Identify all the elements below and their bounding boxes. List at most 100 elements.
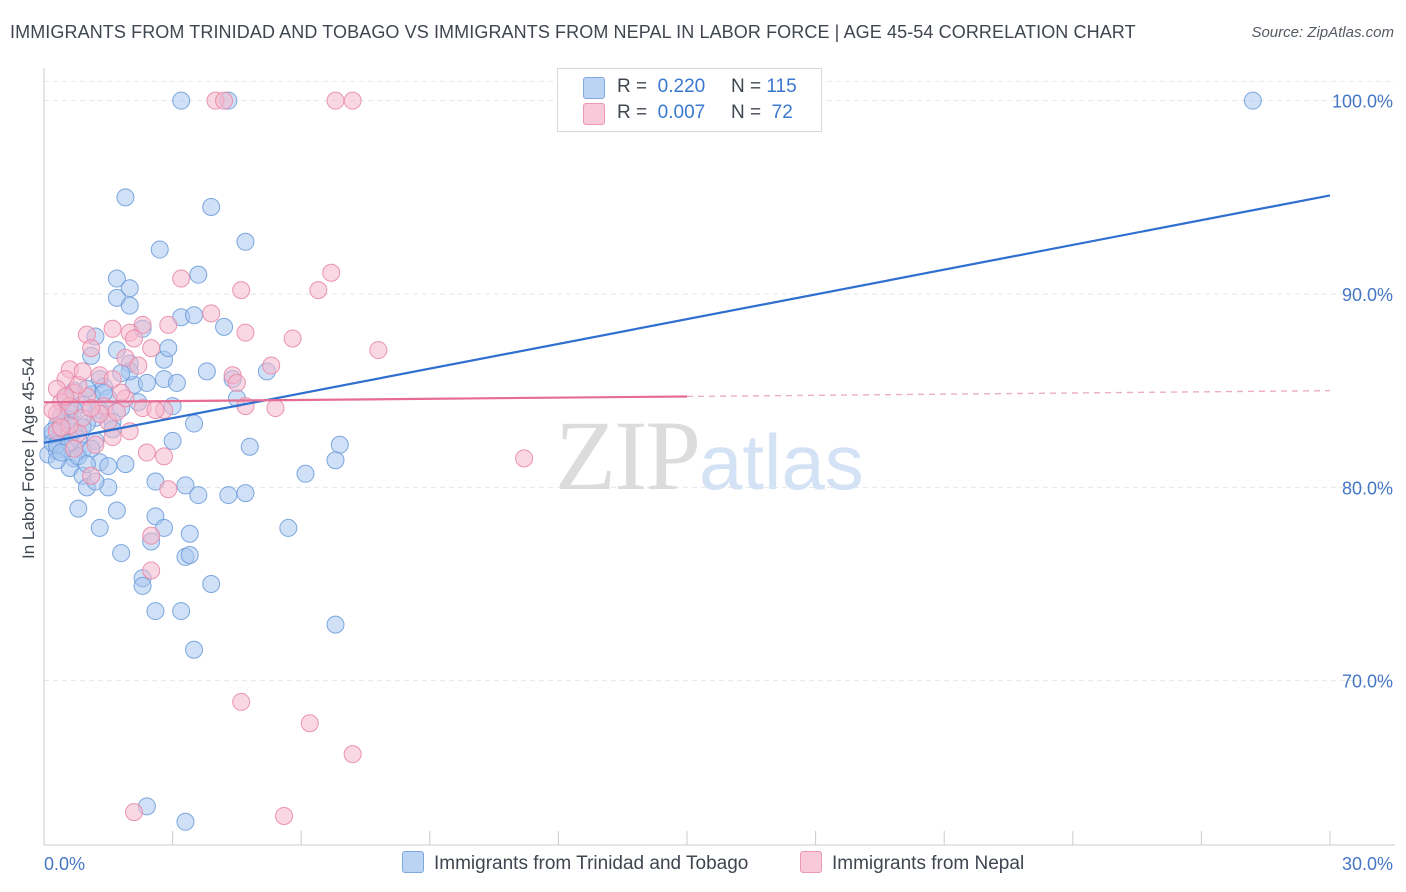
point-trinidad [90,518,109,537]
point-nepal [82,466,101,485]
watermark: ZIPatlas [555,398,864,513]
point-trinidad [197,362,216,381]
point-trinidad [120,296,139,315]
point-trinidad [69,499,88,518]
point-trinidad [279,518,298,537]
point-trinidad [240,437,259,456]
point-nepal [159,480,178,499]
point-nepal [125,803,144,822]
point-nepal [232,692,251,711]
point-nepal [142,339,161,358]
series-nepal-points [43,91,534,825]
point-nepal [73,362,92,381]
point-trinidad [236,232,255,251]
point-trinidad [236,484,255,503]
point-trinidad [180,524,199,543]
y-axis-label: In Labor Force | Age 45-54 [19,357,38,559]
point-trinidad [215,317,234,336]
bottom-legend-swatch-pink [800,851,822,873]
y-tick-label: 90.0% [1342,285,1393,305]
point-trinidad [107,269,126,288]
point-nepal [262,356,281,375]
y-tick-label: 100.0% [1332,92,1393,112]
point-nepal [103,370,122,389]
point-nepal [283,329,302,348]
x-tick-label-start: 0.0% [44,854,85,874]
grid-lines [44,80,1395,682]
point-nepal [142,526,161,545]
legend-swatch-blue [583,77,605,99]
trend-line-nepal [43,395,688,404]
point-nepal [129,356,148,375]
point-nepal [266,399,285,418]
point-nepal [142,561,161,580]
point-nepal [172,269,191,288]
x-tick-label-end: 30.0% [1342,854,1393,874]
point-trinidad [185,640,204,659]
point-nepal [300,714,319,733]
axis-labels: 100.0% 90.0% 80.0% 70.0% 0.0% 30.0% In Labor F… [19,92,1393,874]
point-trinidad [172,602,191,621]
point-nepal [309,281,328,300]
legend-r-nepal: R = 0.007 [617,102,706,123]
point-nepal [343,745,362,764]
point-nepal [369,341,388,360]
point-trinidad [112,544,131,563]
point-trinidad [107,501,126,520]
point-nepal [202,304,221,323]
point-trinidad [296,464,315,483]
point-nepal [232,281,251,300]
point-nepal [82,339,101,358]
point-trinidad [150,240,169,259]
point-nepal [82,399,101,418]
point-nepal [112,383,131,402]
point-trinidad [326,451,345,470]
point-nepal [146,401,165,419]
point-trinidad [189,486,208,505]
point-trinidad [176,812,195,831]
watermark-atlas: atlas [699,418,864,506]
point-trinidad [189,265,208,284]
bottom-legend-swatch-blue [402,851,424,873]
point-nepal [137,443,156,462]
point-nepal [326,91,345,110]
point-trinidad [167,373,186,392]
chart-source: Source: ZipAtlas.com [1251,24,1394,41]
point-trinidad [202,198,221,216]
point-trinidad [1243,91,1262,110]
legend-n-trinidad: N = 115 [731,76,797,97]
legend-swatch-pink [583,103,605,125]
point-trinidad [180,546,199,564]
trend-line-trinidad [43,194,1331,444]
y-tick-label: 80.0% [1342,478,1393,498]
legend-r-trinidad: R = 0.220 [617,76,706,97]
point-trinidad [326,615,345,634]
point-nepal [125,329,144,348]
point-trinidad [137,373,156,392]
point-nepal [65,439,84,458]
point-trinidad [185,414,204,433]
point-trinidad [99,457,118,476]
point-trinidad [176,476,195,495]
point-nepal [52,418,71,437]
chart-title: IMMIGRANTS FROM TRINIDAD AND TOBAGO VS I… [10,22,1136,42]
point-nepal [322,263,341,282]
point-nepal [227,373,246,392]
point-trinidad [163,431,182,450]
point-trinidad [116,455,135,474]
y-tick-label: 70.0% [1342,672,1393,692]
point-nepal [155,447,174,466]
trend-line-nepal-extension [686,389,1331,398]
point-trinidad [172,91,191,110]
point-trinidad [159,339,178,358]
stats-legend: R = 0.220 N = 115 R = 0.007 N = 72 [557,68,822,132]
point-trinidad [202,575,221,593]
bottom-legend-trinidad: Immigrants from Trinidad and Tobago [402,851,748,875]
trend-lines [43,194,1331,444]
point-nepal [275,807,294,825]
bottom-legend-nepal: Immigrants from Nepal [800,851,1024,875]
point-nepal [215,91,234,110]
point-trinidad [146,602,165,621]
legend-n-nepal: N = 72 [731,102,793,123]
